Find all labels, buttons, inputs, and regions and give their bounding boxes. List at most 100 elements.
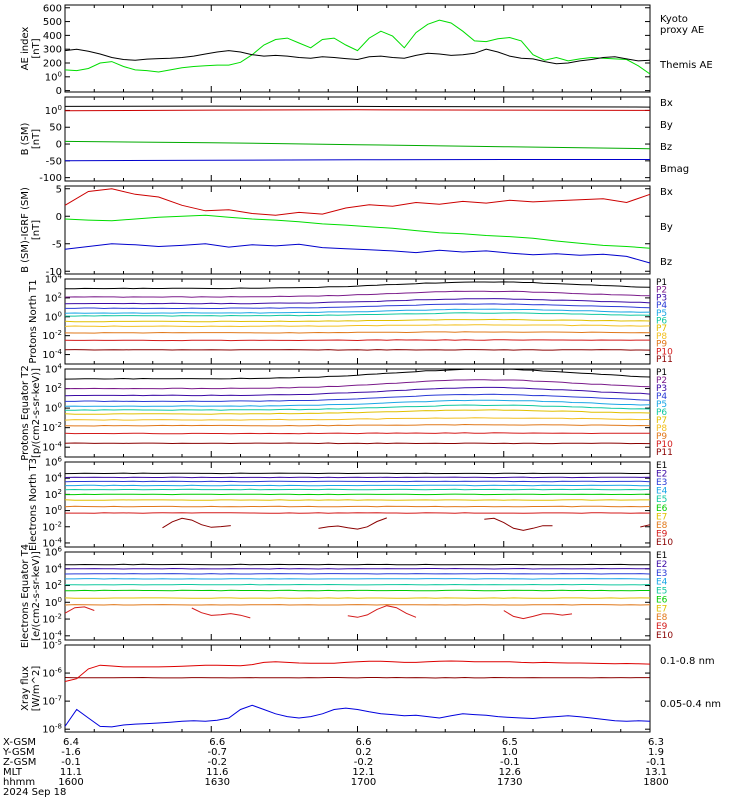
legend-label: 0.1-0.8 nm <box>660 656 715 667</box>
orbit-value: 6.3 <box>648 737 664 748</box>
series-line <box>64 140 651 150</box>
channel-line <box>64 472 651 475</box>
panel-2-ylabel: B (SM) <box>20 122 31 155</box>
orbit-value: -0.7 <box>207 747 227 758</box>
y-tick-label: 100 <box>45 310 62 323</box>
legend-label: 0.05-0.4 nm <box>660 699 721 710</box>
y-tick-label: -50 <box>46 156 62 167</box>
channel-label: E7 <box>656 604 667 614</box>
channel-line <box>64 308 651 314</box>
panel-8: 10-8 10-7 10-6 10-5 Xray flux [W/m^2] 0.1-0.8 … <box>20 639 721 736</box>
orbit-row-label: Y-GSM <box>2 747 35 758</box>
channel-label: P11 <box>656 448 673 458</box>
legend-label: By <box>660 120 673 131</box>
channel-line <box>64 409 651 415</box>
panel-2-ylabel: [nT] <box>31 129 42 149</box>
orbit-value: 11.1 <box>60 767 82 778</box>
channel-line <box>64 583 651 586</box>
orbit-value: -0.1 <box>500 757 520 768</box>
y-tick-label: 102 <box>45 579 62 592</box>
channel-line <box>64 399 651 407</box>
panel-6-frame <box>64 461 651 548</box>
y-tick-label: 10-2 <box>42 329 62 342</box>
y-tick-label: 10-7 <box>42 695 62 708</box>
y-tick-label: 0 <box>56 86 62 97</box>
channel-label: P4 <box>656 392 667 402</box>
series-line <box>64 48 651 65</box>
channel-line <box>65 404 651 411</box>
orbit-value: -0.2 <box>354 757 374 768</box>
channel-label: P6 <box>656 317 667 327</box>
y-tick-label: -100 <box>39 173 62 184</box>
channel-label: E5 <box>656 495 667 505</box>
panel-3-ylabel: B (SM)-IGRF (SM) <box>20 187 31 273</box>
series-line <box>64 105 651 108</box>
orbit-value: 1.9 <box>648 747 664 758</box>
y-tick-label: 400 <box>43 31 62 42</box>
channel-line <box>64 476 651 479</box>
panel-5: 10-4 10-2 100 102 104 Protons Equator T2 [p/(c… <box>20 363 673 461</box>
channel-label: E5 <box>656 587 667 597</box>
channel-label: E1 <box>656 461 667 471</box>
y-tick-label: 102 <box>45 291 62 304</box>
channel-line <box>640 524 651 528</box>
channel-label: E3 <box>656 569 667 579</box>
channel-line <box>484 517 553 531</box>
y-tick-label: 104 <box>45 472 63 485</box>
channel-label: P3 <box>656 293 667 303</box>
y-tick-label: 200 <box>43 59 62 70</box>
channel-line <box>64 567 651 570</box>
channel-line <box>64 318 651 323</box>
y-tick-label: 50 <box>49 123 62 134</box>
channel-label: E2 <box>656 470 667 480</box>
channel-label: E9 <box>656 529 668 539</box>
orbit-value: -0.1 <box>646 757 666 768</box>
orbit-row-label: MLT <box>3 767 23 778</box>
orbit-value: 0.2 <box>356 747 372 758</box>
channel-line <box>64 386 651 397</box>
y-tick-label: 10-2 <box>42 421 62 434</box>
orbit-value: 12.6 <box>499 767 521 778</box>
channel-label: P4 <box>656 301 667 311</box>
panel-8-ylabel: Xray flux <box>20 666 31 711</box>
orbit-value: 1800 <box>643 777 668 788</box>
orbit-value: 13.1 <box>645 767 667 778</box>
series-line <box>64 660 651 682</box>
channel-line <box>65 493 650 496</box>
panel-4-ylabel: Protons North T1 <box>28 279 39 363</box>
channel-line <box>191 607 251 619</box>
channel-line <box>65 393 651 403</box>
channel-line <box>64 589 650 592</box>
y-tick-label: 10-6 <box>42 667 62 680</box>
series-line <box>64 19 651 75</box>
y-tick-label: 104 <box>45 273 63 286</box>
y-tick-label: 100 <box>45 402 62 415</box>
series-line <box>64 214 651 249</box>
legend-label: Kyoto <box>660 14 688 25</box>
channel-line <box>64 368 651 380</box>
y-tick-label: 100 <box>45 104 62 117</box>
y-tick-label: 5 <box>56 184 62 195</box>
channel-line <box>65 563 651 566</box>
channel-label: P5 <box>656 309 667 319</box>
orbit-footer: X-GSM 6.4 6.6 6.6 6.5 6.3 Y-GSM -1.6 -0.7 0.2 1.0 1… <box>2 737 669 798</box>
channel-line <box>162 517 231 529</box>
orbit-value: 1730 <box>497 777 522 788</box>
channel-line <box>347 605 417 618</box>
orbit-value: 6.5 <box>502 737 518 748</box>
y-tick-label: 0 <box>56 140 62 151</box>
orbit-value: -1.6 <box>61 747 81 758</box>
y-tick-label: 10-4 <box>42 348 62 361</box>
y-tick-label: 10-8 <box>42 723 62 736</box>
channel-label: P2 <box>656 286 667 296</box>
y-tick-label: 10-5 <box>42 639 62 652</box>
channel-line <box>64 339 650 342</box>
panel-8-ylabel: [W/m^2] <box>31 666 42 712</box>
y-tick-label: 600 <box>43 3 62 14</box>
orbit-row-label: X-GSM <box>3 737 36 748</box>
channel-line <box>64 324 651 328</box>
y-tick-label: 0 <box>56 212 62 223</box>
date-label: 2024 Sep 18 <box>3 787 66 798</box>
panel-3-frame <box>64 185 651 275</box>
